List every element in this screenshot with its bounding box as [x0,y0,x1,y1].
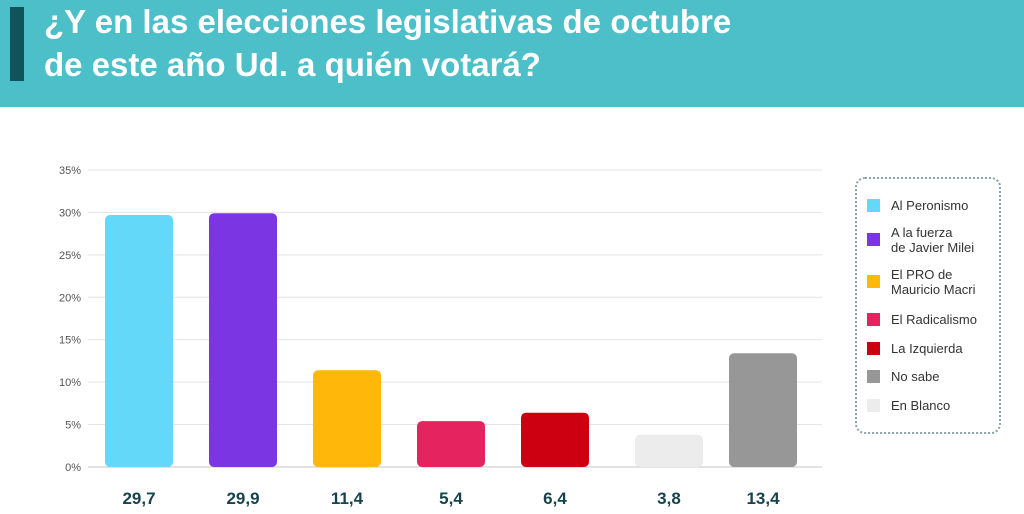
legend-swatch [867,199,880,212]
legend-item-izquierda: La Izquierda [867,341,963,356]
y-tick-label: 20% [59,292,81,304]
legend-label: A la fuerza de Javier Milei [891,225,975,255]
legend-swatch [867,313,880,326]
legend-item-milei: A la fuerza de Javier Milei [867,225,974,255]
y-tick-label: 10% [59,377,81,389]
legend-swatch [867,342,880,355]
y-tick-label: 5% [65,420,81,432]
bar [209,213,277,467]
bar-value-label: 6,4 [543,489,567,508]
legend-label: No sabe [891,369,940,384]
legend-item-pro: El PRO de Mauricio Macri [867,267,976,297]
bar [521,412,589,467]
bar-value-label: 13,4 [746,489,780,508]
page-title-line-1: ¿Y en las elecciones legislativas de oct… [44,3,732,40]
legend-item-peronismo: Al Peronismo [867,198,968,213]
y-tick-label: 25% [59,250,81,262]
bar-value-label: 29,7 [122,489,155,508]
bar [635,434,703,467]
legend-swatch [867,275,880,288]
bar [729,353,797,467]
legend-label: La Izquierda [891,341,963,356]
legend-swatch [867,233,880,246]
bar-value-label: 11,4 [331,489,364,508]
bar-chart: 0% 5% 10% 15% 20% 25% 30% 35% 29,7 29,9 11,4 5,4 6,4… [59,165,822,508]
bar [313,370,381,467]
legend-item-no-sabe: No sabe [867,369,939,384]
legend-item-en-blanco: En Blanco [867,398,950,413]
legend-label: Al Peronismo [891,198,969,213]
y-tick-label: 30% [59,207,81,219]
y-tick-label: 15% [59,335,81,347]
bar [417,421,485,467]
legend-label: El Radicalismo [891,312,977,327]
page-title-line-2: de este año Ud. a quién votará? [44,46,541,83]
page-title: ¿Y en las elecciones legislativas de oct… [44,0,1004,86]
legend-swatch [867,399,880,412]
y-tick-label: 35% [59,165,81,177]
legend-label: En Blanco [891,398,951,413]
legend-label: El PRO de Mauricio Macri [891,267,976,297]
chart-legend: Al Peronismo A la fuerza de Javier Milei… [855,177,1001,434]
legend-swatch [867,370,880,383]
legend-item-radicalismo: El Radicalismo [867,312,977,327]
header-accent-bar [10,7,24,81]
bar-value-label: 3,8 [657,489,681,508]
bar-value-label: 29,9 [226,489,259,508]
bar-value-label: 5,4 [439,489,463,508]
bar [105,214,173,467]
y-tick-label: 0% [65,462,81,474]
header-banner: ¿Y en las elecciones legislativas de oct… [0,0,1024,107]
